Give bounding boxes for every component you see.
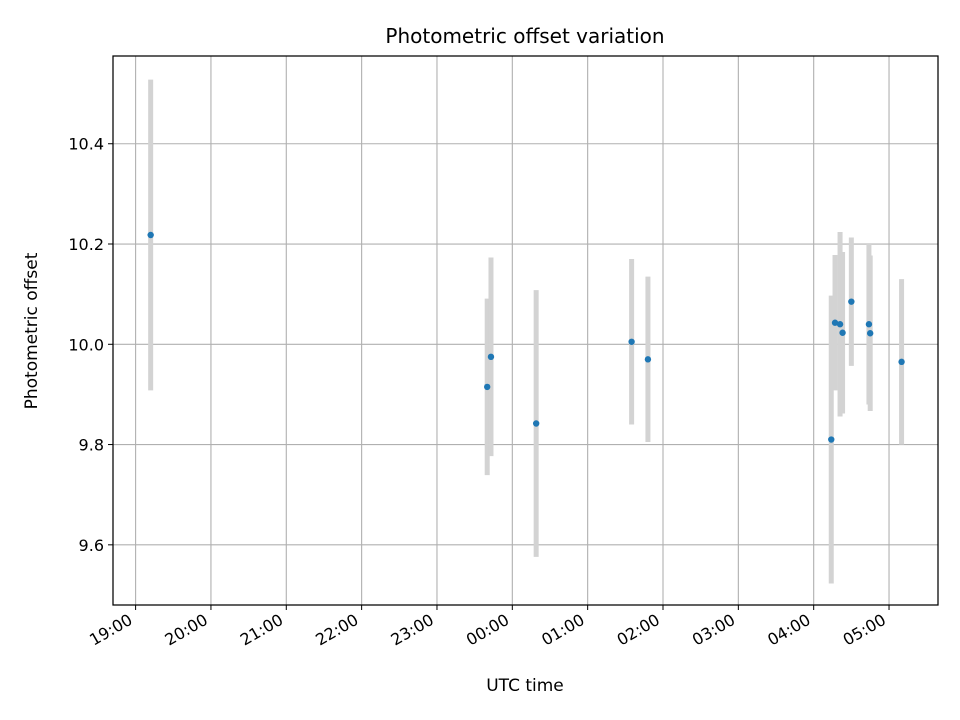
data-point (532, 420, 540, 427)
chart-title: Photometric offset variation (385, 24, 664, 48)
y-tick-label: 10.4 (68, 135, 104, 154)
data-point (866, 330, 874, 337)
data-point (898, 358, 905, 366)
data-point (644, 356, 652, 363)
data-point (839, 329, 846, 336)
plot-area-frame (112, 55, 939, 606)
grid (113, 56, 938, 605)
y-tick-label: 9.8 (79, 436, 104, 455)
x-axis-label: UTC time (486, 676, 564, 696)
data-point (865, 321, 873, 328)
data-point (831, 319, 839, 326)
y-tick-label: 9.6 (79, 536, 104, 555)
data-point (484, 383, 491, 391)
data-point (147, 231, 154, 239)
y-axis-label: Photometric offset (22, 252, 42, 409)
data-point (828, 436, 835, 443)
data-point (848, 298, 855, 305)
data-point (836, 321, 844, 328)
data-point (628, 338, 635, 345)
data-points (147, 231, 905, 443)
data-point (487, 353, 495, 361)
y-tick-label: 10.0 (68, 335, 104, 354)
y-tick-label: 10.2 (68, 235, 104, 254)
